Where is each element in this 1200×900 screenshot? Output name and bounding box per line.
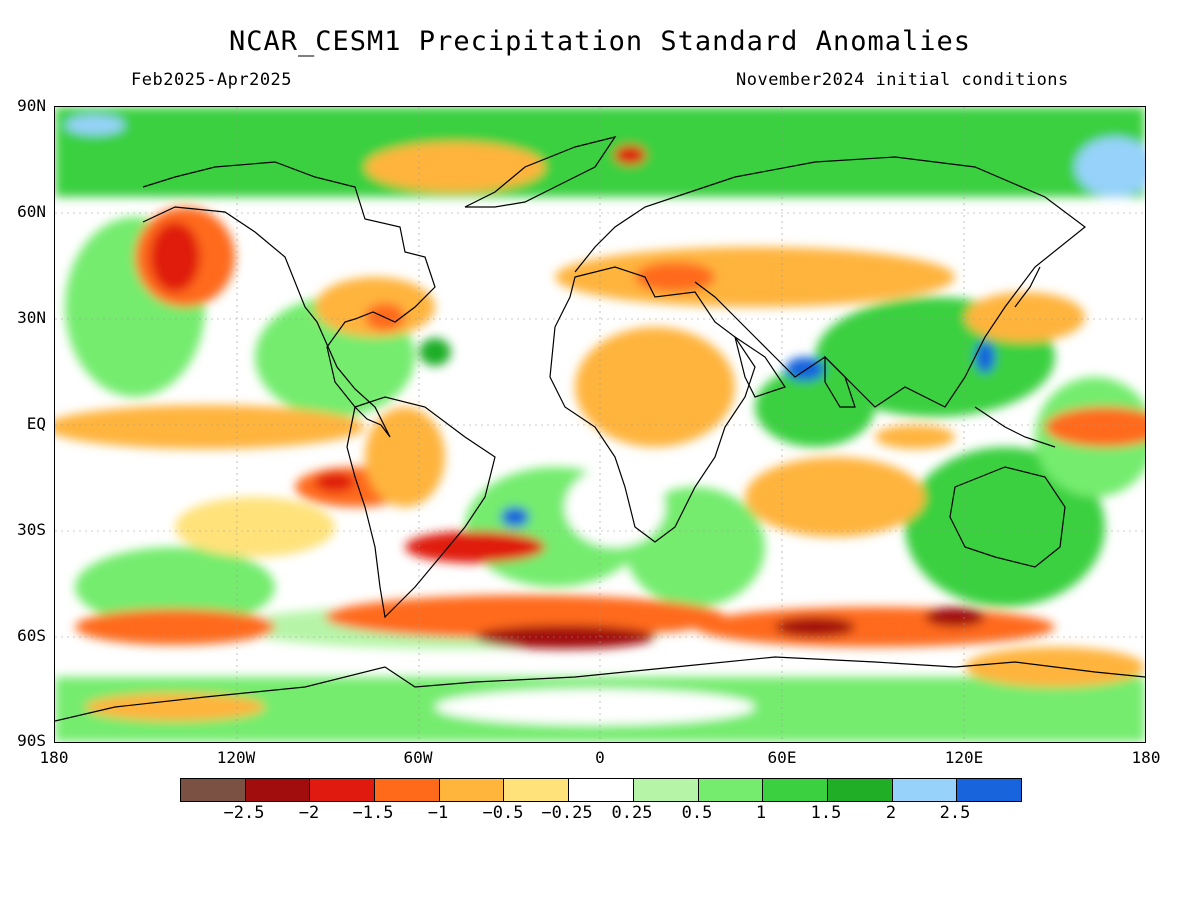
colorbar-label: −2 — [298, 803, 320, 823]
colorbar-label: −0.5 — [482, 803, 524, 823]
colorbar-swatch — [181, 779, 246, 801]
lon-label-60w: 60W — [403, 748, 433, 767]
colorbar-swatch — [892, 779, 958, 801]
lat-label-60n: 60N — [17, 202, 46, 221]
colorbar-swatch — [310, 779, 376, 801]
lon-label-0: 0 — [595, 748, 605, 767]
colorbar-label: −2.5 — [223, 803, 265, 823]
lat-label-90s: 90S — [17, 731, 46, 750]
lon-label-60e: 60E — [767, 748, 797, 767]
forecast-period: Feb2025-Apr2025 — [131, 70, 293, 90]
map-title: NCAR_CESM1 Precipitation Standard Anomal… — [229, 26, 971, 57]
lon-label-120e: 120E — [944, 748, 984, 767]
colorbar-swatch — [439, 779, 505, 801]
graticule — [55, 107, 1145, 742]
colorbar-swatch — [245, 779, 311, 801]
colorbar-label: 2 — [885, 803, 897, 823]
colorbar-label: 2.5 — [939, 803, 971, 823]
lat-label-90n: 90N — [17, 96, 46, 115]
lon-label-120w: 120W — [216, 748, 256, 767]
colorbar-swatch — [569, 779, 634, 801]
colorbar-label: 1 — [755, 803, 767, 823]
anomaly-field — [55, 107, 1145, 742]
lat-label-eq: EQ — [26, 414, 46, 433]
initial-conditions: November2024 initial conditions — [736, 70, 1069, 90]
colorbar-swatch — [827, 779, 893, 801]
colorbar — [180, 778, 1022, 802]
anomaly-map — [54, 106, 1146, 743]
coastlines — [55, 136, 1145, 722]
lat-label-30n: 30N — [17, 308, 46, 327]
lat-label-30s: 30S — [17, 520, 46, 539]
colorbar-swatch — [698, 779, 764, 801]
colorbar-label: 0.25 — [611, 803, 653, 823]
lon-label-180e: 180 — [1131, 748, 1161, 767]
colorbar-label: 1.5 — [810, 803, 842, 823]
colorbar-label: −1 — [427, 803, 449, 823]
lon-label-180w: 180 — [39, 748, 69, 767]
colorbar-label: 0.5 — [681, 803, 713, 823]
colorbar-swatch — [375, 779, 440, 801]
colorbar-label: −0.25 — [541, 803, 593, 823]
lat-label-60s: 60S — [17, 626, 46, 645]
colorbar-label: −1.5 — [352, 803, 394, 823]
colorbar-swatch — [763, 779, 828, 801]
colorbar-swatch — [504, 779, 570, 801]
colorbar-swatch — [633, 779, 699, 801]
colorbar-swatch — [957, 779, 1021, 801]
